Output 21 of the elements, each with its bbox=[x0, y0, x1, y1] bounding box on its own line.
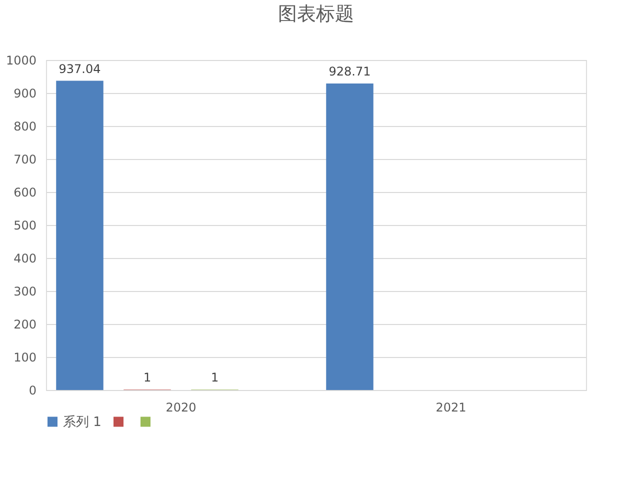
data-label: 1 bbox=[143, 370, 152, 385]
y-tick-label: 0 bbox=[28, 384, 36, 398]
y-tick-label: 600 bbox=[14, 186, 36, 200]
y-tick-label: 900 bbox=[14, 86, 36, 100]
y-tick-label: 200 bbox=[14, 318, 36, 332]
data-label: 1 bbox=[210, 370, 219, 385]
y-tick-label: 100 bbox=[14, 350, 36, 364]
data-label: 928.71 bbox=[328, 64, 371, 79]
x-tick-label: 2021 bbox=[436, 400, 466, 414]
y-tick-label: 300 bbox=[14, 284, 36, 298]
y-tick-label: 1000 bbox=[6, 54, 36, 68]
y-tick-label: 800 bbox=[14, 120, 36, 134]
y-tick-label: 500 bbox=[14, 218, 36, 232]
bar bbox=[56, 80, 104, 390]
bar bbox=[326, 84, 374, 390]
data-label: 937.04 bbox=[58, 62, 101, 76]
legend-label: 系列 1 bbox=[63, 414, 102, 430]
y-tick-label: 400 bbox=[14, 252, 36, 266]
y-tick-label: 700 bbox=[14, 152, 36, 166]
chart-title: 图表标题 bbox=[278, 3, 354, 25]
x-tick-label: 2020 bbox=[166, 400, 196, 414]
